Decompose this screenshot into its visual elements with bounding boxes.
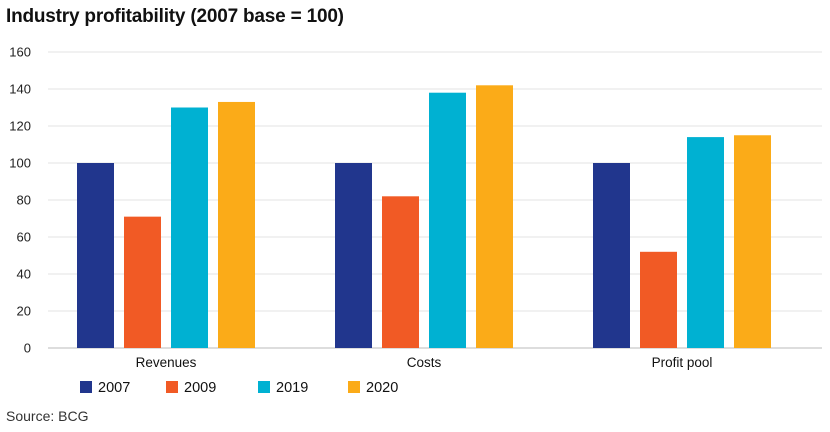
bar-costs-2019 <box>429 92 466 348</box>
x-category-label: Costs <box>407 355 442 370</box>
y-tick-label: 20 <box>17 304 31 319</box>
bar-costs-2009 <box>382 196 419 348</box>
legend-swatch-2019 <box>258 381 270 393</box>
bar-revenues-2009 <box>124 216 161 348</box>
bar-profit-pool-2009 <box>640 251 677 348</box>
x-category-label: Profit pool <box>652 355 713 370</box>
bar-revenues-2020 <box>218 101 255 348</box>
source-note: Source: BCG <box>6 408 89 424</box>
legend-swatch-2009 <box>166 381 178 393</box>
y-tick-label: 60 <box>17 230 31 245</box>
y-tick-label: 0 <box>24 341 31 356</box>
legend-label-2019: 2019 <box>276 380 308 396</box>
legend-swatch-2007 <box>80 381 92 393</box>
bar-costs-2007 <box>335 163 372 348</box>
bar-revenues-2019 <box>171 107 208 348</box>
y-tick-label: 120 <box>9 119 31 134</box>
bar-profit-pool-2020 <box>734 135 771 348</box>
legend-label-2009: 2009 <box>184 380 216 396</box>
bar-revenues-2007 <box>77 163 114 348</box>
legend-swatch-2020 <box>348 381 360 393</box>
bar-profit-pool-2007 <box>593 163 630 348</box>
bar-profit-pool-2019 <box>687 137 724 348</box>
y-tick-label: 100 <box>9 156 31 171</box>
bar-costs-2020 <box>476 85 513 349</box>
y-tick-label: 40 <box>17 267 31 282</box>
legend-label-2020: 2020 <box>366 380 398 396</box>
x-category-label: Revenues <box>136 355 197 370</box>
y-tick-label: 140 <box>9 82 31 97</box>
chart-title: Industry profitability (2007 base = 100) <box>6 6 344 27</box>
y-tick-label: 80 <box>17 193 31 208</box>
x-axis: Revenues Costs Profit pool <box>136 355 713 370</box>
y-tick-label: 160 <box>9 45 31 60</box>
legend-label-2007: 2007 <box>98 380 130 396</box>
y-axis: 0 20 40 60 80 100 120 140 160 <box>9 45 31 356</box>
legend: 2007 2009 2019 2020 <box>80 380 398 396</box>
bars <box>77 85 771 349</box>
